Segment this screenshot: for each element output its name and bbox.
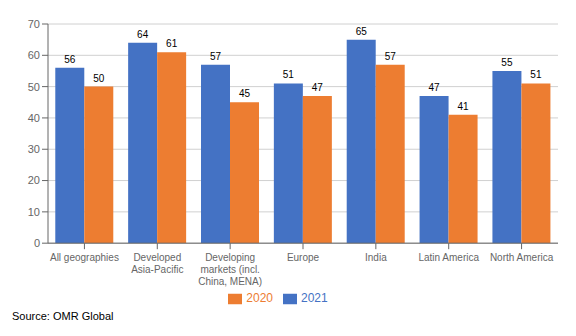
svg-text:DevelopedAsia-Pacific: DevelopedAsia-Pacific — [131, 252, 183, 275]
svg-text:North America: North America — [490, 252, 554, 263]
svg-text:20: 20 — [28, 174, 40, 186]
html-text:2021: 2021 — [301, 291, 328, 306]
svg-text:55: 55 — [501, 57, 513, 68]
html-text:Source: OMR Global: Source: OMR Global — [12, 310, 114, 322]
svg-text:57: 57 — [385, 51, 397, 62]
svg-text:50: 50 — [28, 81, 40, 93]
svg-text:30: 30 — [28, 143, 40, 155]
svg-text:40: 40 — [28, 112, 40, 124]
html-text:2020: 2020 — [246, 291, 273, 306]
svg-text:51: 51 — [530, 69, 542, 80]
svg-text:47: 47 — [429, 82, 441, 93]
svg-text:45: 45 — [239, 88, 251, 99]
svg-text:50: 50 — [93, 73, 105, 84]
svg-text:Europe: Europe — [287, 252, 320, 263]
svg-text:0: 0 — [34, 237, 40, 249]
svg-text:60: 60 — [28, 49, 40, 61]
svg-text:India: India — [365, 252, 387, 263]
svg-text:64: 64 — [137, 29, 149, 40]
svg-text:65: 65 — [356, 26, 368, 37]
svg-text:57: 57 — [210, 51, 222, 62]
svg-text:Latin America: Latin America — [418, 252, 479, 263]
svg-text:41: 41 — [458, 101, 470, 112]
svg-text:All geographies: All geographies — [50, 252, 119, 263]
svg-text:Developingmarkets (incl.China,: Developingmarkets (incl.China, MENA) — [198, 252, 262, 287]
svg-text:10: 10 — [28, 206, 40, 218]
svg-text:56: 56 — [64, 54, 76, 65]
svg-text:70: 70 — [28, 18, 40, 30]
svg-text:61: 61 — [166, 38, 178, 49]
svg-text:47: 47 — [312, 82, 324, 93]
svg-text:51: 51 — [283, 69, 295, 80]
